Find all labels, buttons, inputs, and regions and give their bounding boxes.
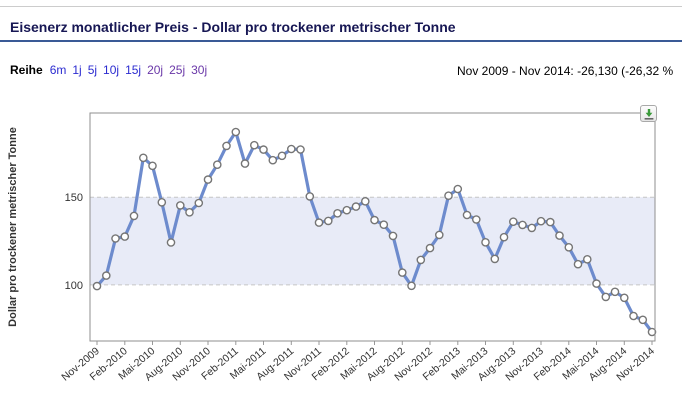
data-point-marker[interactable] bbox=[120, 232, 130, 241]
data-point-marker[interactable] bbox=[388, 231, 398, 241]
data-point-marker[interactable] bbox=[185, 208, 194, 217]
data-point-marker[interactable] bbox=[490, 254, 500, 264]
data-point-marker[interactable] bbox=[370, 215, 379, 225]
data-point-marker[interactable] bbox=[379, 220, 389, 229]
range-link-15j[interactable]: 15j bbox=[125, 63, 142, 77]
data-point-marker[interactable] bbox=[620, 293, 629, 303]
range-controls: Reihe 6m 1j 5j 10j 15j 20j 25j 30j bbox=[10, 63, 213, 77]
data-point-marker[interactable] bbox=[296, 145, 305, 154]
data-point-marker[interactable] bbox=[481, 237, 490, 247]
data-point-marker[interactable] bbox=[129, 211, 139, 221]
data-point-marker[interactable] bbox=[601, 292, 611, 302]
plot-border bbox=[89, 112, 656, 342]
data-point-marker[interactable] bbox=[647, 327, 657, 337]
data-point-marker[interactable] bbox=[92, 281, 102, 291]
data-point-marker[interactable] bbox=[194, 198, 204, 208]
data-point-marker[interactable] bbox=[564, 242, 574, 252]
download-button[interactable] bbox=[640, 105, 657, 122]
top-divider bbox=[0, 6, 682, 7]
data-point-marker[interactable] bbox=[175, 201, 185, 210]
data-point-marker[interactable] bbox=[546, 217, 555, 227]
data-point-marker[interactable] bbox=[111, 234, 120, 243]
range-link-20j[interactable]: 20j bbox=[147, 63, 164, 77]
data-point-marker[interactable] bbox=[610, 287, 620, 297]
range-links: 6m 1j 5j 10j 15j 20j 25j 30j bbox=[50, 63, 213, 77]
data-point-marker[interactable] bbox=[536, 216, 546, 226]
data-point-marker[interactable] bbox=[471, 215, 481, 224]
range-link-1j[interactable]: 1j bbox=[72, 63, 82, 77]
data-point-marker[interactable] bbox=[323, 216, 333, 226]
data-point-marker[interactable] bbox=[249, 140, 259, 150]
data-point-marker[interactable] bbox=[462, 210, 472, 220]
data-point-marker[interactable] bbox=[407, 281, 416, 291]
data-point-marker[interactable] bbox=[342, 205, 352, 215]
data-point-marker[interactable] bbox=[638, 315, 648, 325]
data-point-marker[interactable] bbox=[583, 254, 592, 264]
range-link-25j[interactable]: 25j bbox=[169, 63, 186, 77]
data-point-marker[interactable] bbox=[508, 217, 518, 226]
range-link-6m[interactable]: 6m bbox=[49, 63, 67, 77]
range-link-10j[interactable]: 10j bbox=[103, 63, 120, 77]
data-point-marker[interactable] bbox=[360, 197, 370, 206]
data-point-marker[interactable] bbox=[259, 145, 268, 154]
data-point-marker[interactable] bbox=[434, 230, 444, 240]
data-point-marker[interactable] bbox=[138, 153, 148, 163]
data-point-marker[interactable] bbox=[397, 268, 407, 277]
data-point-marker[interactable] bbox=[527, 223, 537, 233]
y-axis-title: Dollar pro trockener metrischer Tonne bbox=[7, 127, 19, 327]
data-point-marker[interactable] bbox=[592, 279, 601, 288]
range-link-5j[interactable]: 5j bbox=[87, 63, 98, 77]
data-point-marker[interactable] bbox=[231, 127, 241, 137]
data-point-marker[interactable] bbox=[305, 192, 315, 201]
data-point-marker[interactable] bbox=[499, 232, 509, 242]
data-point-marker[interactable] bbox=[268, 155, 278, 165]
data-point-marker[interactable] bbox=[212, 160, 222, 169]
data-point-marker[interactable] bbox=[444, 191, 453, 200]
date-range-summary: Nov 2009 - Nov 2014: -26,130 (-26,32 % bbox=[457, 64, 674, 78]
data-point-marker[interactable] bbox=[518, 220, 527, 230]
y-tick-label: 100 bbox=[65, 280, 83, 292]
data-point-marker[interactable] bbox=[102, 271, 111, 280]
data-point-marker[interactable] bbox=[166, 238, 176, 247]
data-point-marker[interactable] bbox=[157, 198, 167, 207]
data-point-marker[interactable] bbox=[277, 151, 287, 161]
header-divider bbox=[0, 40, 682, 42]
y-tick-label: 150 bbox=[65, 192, 83, 204]
download-icon bbox=[644, 108, 653, 120]
data-point-marker[interactable] bbox=[629, 311, 638, 321]
data-point-marker[interactable] bbox=[333, 209, 342, 218]
page-title: Eisenerz monatlicher Preis - Dollar pro … bbox=[10, 19, 456, 35]
data-point-marker[interactable] bbox=[425, 243, 435, 253]
data-point-marker[interactable] bbox=[573, 259, 583, 269]
band-100-150 bbox=[90, 197, 655, 285]
data-point-marker[interactable] bbox=[416, 255, 426, 265]
data-point-marker[interactable] bbox=[314, 218, 324, 227]
data-point-marker[interactable] bbox=[286, 144, 296, 154]
data-point-marker[interactable] bbox=[240, 159, 250, 168]
price-chart: 100150Nov-2009Feb-2010Mai-2010Aug-2010No… bbox=[7, 112, 657, 384]
series-label: Reihe bbox=[10, 63, 43, 77]
data-point-marker[interactable] bbox=[351, 202, 361, 211]
data-point-marker[interactable] bbox=[203, 175, 213, 184]
data-point-marker[interactable] bbox=[453, 184, 463, 194]
data-point-marker[interactable] bbox=[148, 161, 157, 171]
range-link-30j[interactable]: 30j bbox=[191, 63, 208, 77]
data-point-marker[interactable] bbox=[222, 141, 231, 151]
data-point-marker[interactable] bbox=[555, 231, 564, 240]
